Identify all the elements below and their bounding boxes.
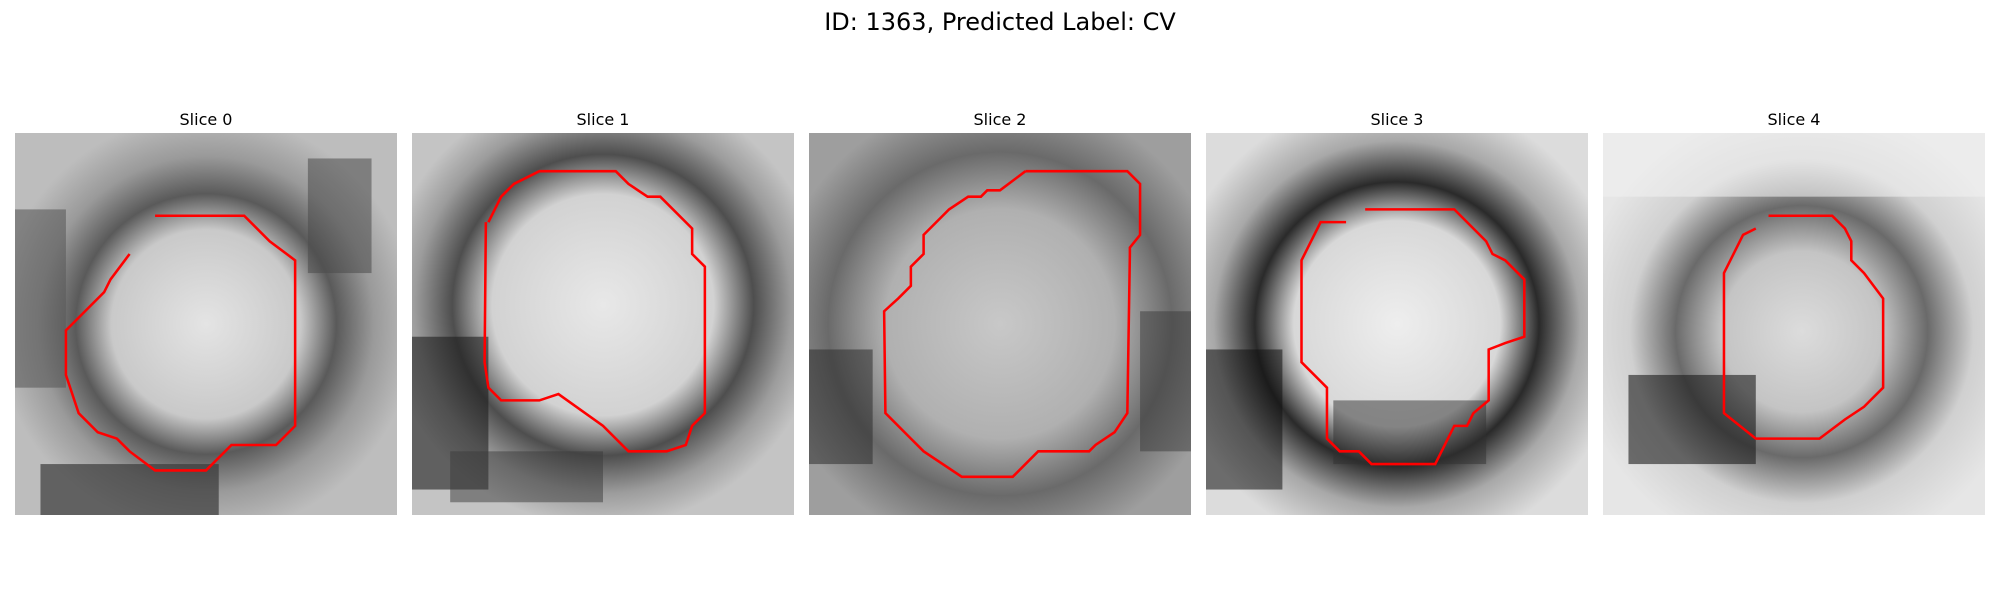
slice-image-4 — [1603, 133, 1985, 515]
slice-image-0 — [15, 133, 397, 515]
slice-panel-4: Slice 4 — [1603, 107, 1985, 515]
segmentation-contour-0 — [64, 214, 297, 472]
slice-image-3 — [1206, 133, 1588, 515]
slice-image-1 — [412, 133, 794, 515]
slice-title-1: Slice 1 — [576, 110, 630, 129]
slice-image-2 — [809, 133, 1191, 515]
segmentation-contour-1 — [483, 169, 707, 453]
slice-title-4: Slice 4 — [1767, 110, 1821, 129]
slice-title-0: Slice 0 — [179, 110, 233, 129]
segmentation-contour-3 — [1300, 208, 1526, 466]
segmentation-contour-2 — [882, 169, 1142, 479]
figure-title: ID: 1363, Predicted Label: CV — [824, 8, 1176, 36]
slice-panel-3: Slice 3 — [1206, 107, 1588, 515]
slice-panel-1: Slice 1 — [412, 107, 794, 515]
slice-panel-2: Slice 2 — [809, 107, 1191, 515]
slice-title-3: Slice 3 — [1370, 110, 1424, 129]
slice-panel-0: Slice 0 — [15, 107, 397, 515]
segmentation-contour-4 — [1722, 214, 1885, 440]
slice-title-2: Slice 2 — [973, 110, 1027, 129]
